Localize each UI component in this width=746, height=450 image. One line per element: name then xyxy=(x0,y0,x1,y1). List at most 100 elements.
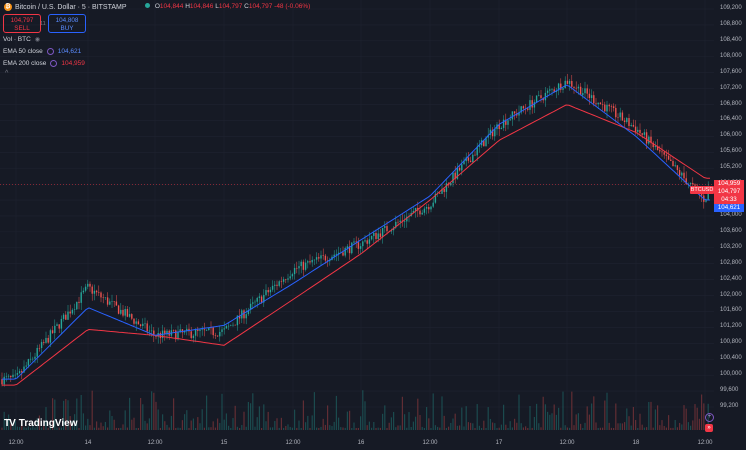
tradingview-logo[interactable]: TV TradingView xyxy=(4,418,78,429)
candle-body xyxy=(25,365,27,367)
candle-body xyxy=(610,106,613,107)
candle-body xyxy=(12,374,14,378)
volume-bar xyxy=(144,420,146,430)
candle-body xyxy=(533,102,536,108)
tradingview-logo-text: TradingView xyxy=(18,418,78,429)
candle-body xyxy=(505,119,507,125)
candle-body xyxy=(353,241,355,243)
volume-bar xyxy=(643,427,645,430)
volume-bar xyxy=(553,404,555,430)
ema200-legend[interactable]: EMA 200 close 104,959 xyxy=(3,60,85,67)
eye-icon[interactable]: ◉ xyxy=(34,37,41,43)
chart-grid xyxy=(0,0,714,430)
candle-body xyxy=(593,95,595,104)
candle-body xyxy=(648,136,650,144)
sell-button[interactable]: 104,797 SELL xyxy=(3,14,41,33)
volume-indicator-legend[interactable]: Vol · BTC ◉ xyxy=(3,36,40,43)
candle-body xyxy=(615,107,617,118)
volume-bar xyxy=(8,414,10,430)
candle-body xyxy=(243,310,245,319)
volume-bar xyxy=(327,405,329,430)
volume-bar xyxy=(115,427,117,430)
candle-body xyxy=(423,208,426,213)
candle-body xyxy=(153,330,155,336)
time-scale[interactable]: 12:00 14 12:00 15 12:00 16 12:00 17 12:00 18 12:00 xyxy=(0,430,714,450)
candle-body xyxy=(551,89,553,90)
candle-body xyxy=(333,254,335,257)
volume-bar xyxy=(597,427,599,430)
volume-bar xyxy=(608,422,610,430)
volume-bar xyxy=(203,427,205,430)
ema200-settings-icon[interactable] xyxy=(50,60,58,67)
volume-bar xyxy=(415,416,417,430)
ema50-settings-icon[interactable] xyxy=(46,48,54,55)
candle-body xyxy=(705,200,707,202)
volume-bar xyxy=(503,404,505,430)
volume-bar xyxy=(437,426,439,430)
volume-bar xyxy=(474,427,476,430)
price-scale[interactable]: 109,200 108,800 108,400 108,000 107,600 107,2… xyxy=(714,0,746,430)
price-tick: 108,000 xyxy=(720,52,742,59)
open-value: 104,844 xyxy=(159,3,184,10)
volume-bar xyxy=(195,427,197,430)
volume-bar xyxy=(672,427,674,430)
buy-button[interactable]: 104,808 BUY xyxy=(48,14,86,33)
volume-bar xyxy=(331,426,333,430)
last-price-tag: 104,797 xyxy=(714,188,744,196)
volume-bar xyxy=(30,427,32,430)
candle-body xyxy=(414,207,417,211)
collapse-legend-icon[interactable]: ^ xyxy=(5,70,9,77)
volume-bar xyxy=(635,420,637,430)
volume-bar xyxy=(472,423,474,430)
candle-body xyxy=(232,324,234,326)
volume-bar xyxy=(170,415,172,430)
volume-bar xyxy=(190,420,192,430)
candle-body xyxy=(146,323,148,332)
volume-bar xyxy=(27,426,29,430)
add-alert-icon[interactable]: + xyxy=(705,413,714,422)
volume-bar xyxy=(599,427,601,430)
volume-bar xyxy=(670,427,672,430)
candle-body xyxy=(199,329,201,331)
candle-body xyxy=(27,359,30,366)
candle-body xyxy=(522,106,525,109)
candle-body xyxy=(474,154,476,156)
volume-bar xyxy=(93,427,95,430)
candle-body xyxy=(571,80,573,87)
volume-bar xyxy=(324,424,326,430)
candle-body xyxy=(315,257,318,260)
volume-bar xyxy=(626,408,628,430)
volume-bar xyxy=(322,418,324,430)
candle-body xyxy=(307,261,309,263)
candle-body xyxy=(60,318,63,329)
candle-body xyxy=(203,329,206,331)
candle-body xyxy=(183,331,186,333)
volume-bar xyxy=(500,424,502,430)
volume-bar xyxy=(371,427,373,430)
volume-bar xyxy=(247,401,249,430)
ema200-label: EMA 200 close xyxy=(3,60,47,67)
candle-body xyxy=(29,358,32,360)
volume-bar xyxy=(674,420,676,430)
volume-bar xyxy=(311,415,313,430)
volume-bar xyxy=(283,427,285,430)
volume-bar xyxy=(98,427,100,430)
candle-body xyxy=(634,126,637,132)
bitcoin-icon: ₿ xyxy=(4,3,12,11)
candle-body xyxy=(650,136,652,143)
candle-body xyxy=(45,337,47,343)
ema50-legend[interactable]: EMA 50 close 104,621 xyxy=(3,48,81,55)
go-to-realtime-icon[interactable]: » xyxy=(705,424,713,432)
volume-bar xyxy=(536,403,538,430)
candle-body xyxy=(656,146,659,151)
candle-body xyxy=(113,301,115,302)
volume-bar xyxy=(588,414,590,430)
volume-bar xyxy=(421,426,423,430)
candle-body xyxy=(597,102,599,105)
symbol-title[interactable]: ₿ Bitcoin / U.S. Dollar · 5 · BITSTAMP xyxy=(4,3,127,11)
volume-bar xyxy=(703,403,705,430)
candle-body xyxy=(386,226,388,232)
candle-body xyxy=(87,283,89,287)
